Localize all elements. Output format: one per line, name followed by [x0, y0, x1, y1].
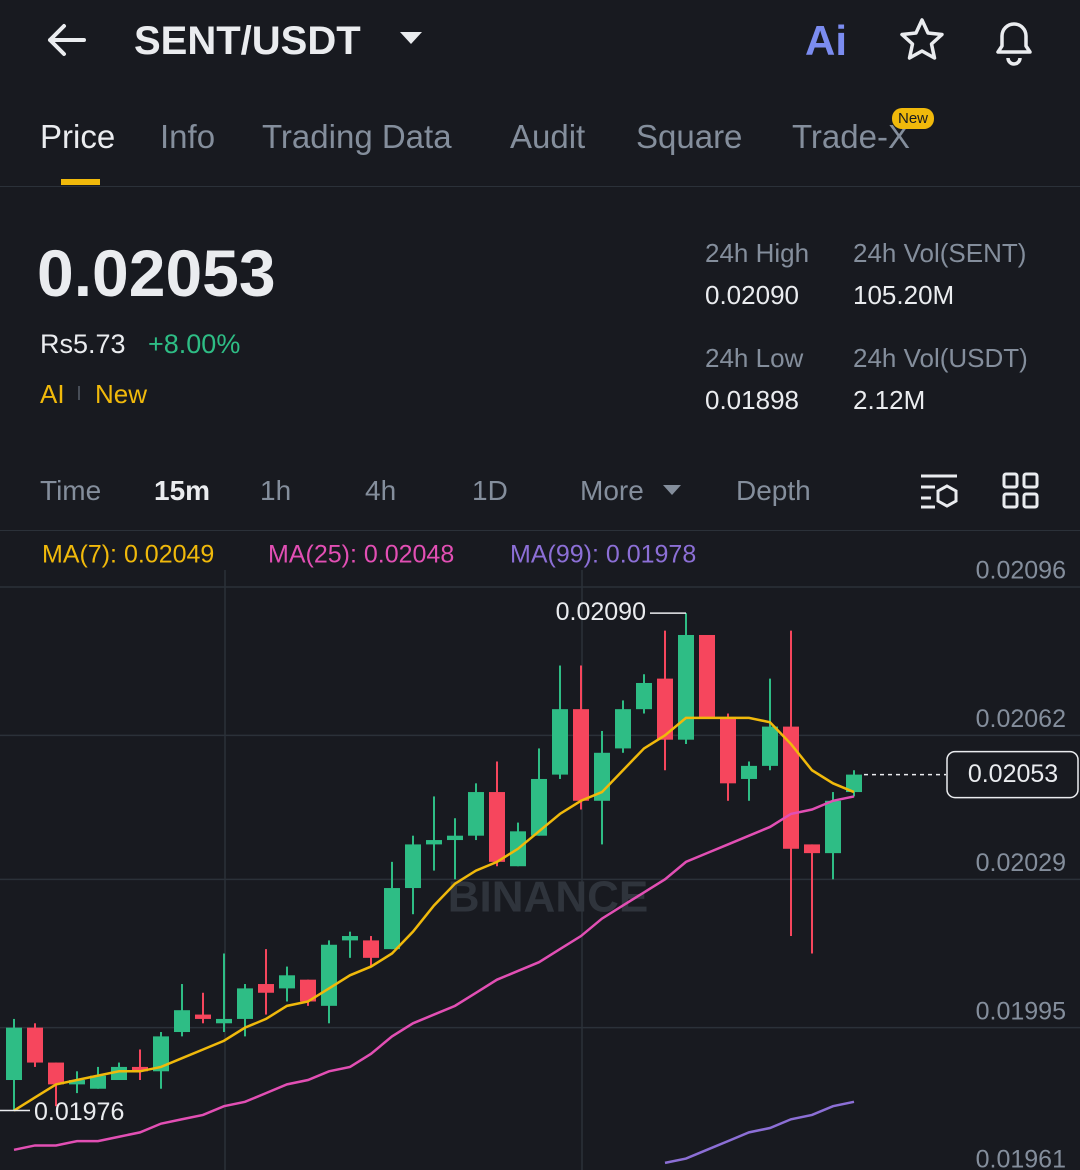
candle-body [657, 678, 673, 740]
ai-icon[interactable]: Ai [805, 17, 847, 64]
candle-body [384, 888, 400, 950]
candle-body [153, 1036, 169, 1072]
candle-body [195, 1014, 211, 1019]
back-button[interactable] [44, 22, 88, 58]
interval[interactable]: Depth [736, 475, 811, 506]
tab[interactable]: Price [40, 118, 116, 155]
candle-body [825, 800, 841, 854]
candle-body [531, 778, 547, 836]
candle-body [636, 682, 652, 710]
pair-dropdown[interactable] [398, 30, 424, 46]
candle-body [90, 1075, 106, 1089]
tab[interactable]: Trade-X [792, 118, 910, 155]
candle-body [405, 844, 421, 889]
last-price-label: 0.02053 [968, 760, 1058, 788]
candle-body [447, 835, 463, 841]
candle-body [6, 1027, 22, 1081]
candle-body [258, 984, 274, 993]
candle-body [489, 792, 505, 862]
stat-value: 2.12M [853, 385, 926, 415]
legend-entry: MA(99): 0.01978 [510, 541, 696, 569]
candle-body [804, 844, 820, 854]
candle-body [468, 792, 484, 836]
candle-body [615, 709, 631, 749]
pair-title[interactable]: SENT/USDT [134, 19, 361, 63]
y-tick-label: 0.01961 [976, 1146, 1066, 1170]
chart: BINANCE 0.02096 0.02062 0.02029 0.01995 0.01… [0, 541, 1080, 1170]
candle-body [573, 709, 589, 801]
last-price-box [946, 750, 1079, 799]
star-icon[interactable] [898, 16, 946, 64]
tab-underline [61, 179, 100, 185]
candle-body [720, 717, 736, 784]
bell-icon[interactable] [990, 14, 1038, 66]
watermark: BINANCE [448, 873, 648, 922]
tab[interactable]: Trading Data [262, 118, 452, 155]
tab[interactable]: Audit [510, 118, 586, 155]
ma-line [13, 795, 855, 1152]
price-change: +8.00% [148, 329, 241, 359]
candle-body [27, 1027, 43, 1063]
candle-body [699, 634, 715, 718]
candle-body [552, 709, 568, 775]
interval[interactable]: 1h [260, 475, 292, 506]
tab[interactable]: Info [160, 118, 216, 155]
ma-line [13, 716, 855, 1112]
interval[interactable]: Time [40, 475, 102, 506]
y-tick-label: 0.02096 [976, 557, 1066, 585]
stat-label: 24h Low [705, 343, 804, 373]
candle-body [69, 1080, 85, 1085]
separator [78, 386, 80, 400]
interval[interactable]: More [580, 475, 644, 506]
candle-body [300, 979, 316, 1002]
stat-value: 0.01898 [705, 385, 799, 415]
candle-body [279, 975, 295, 989]
candle-body [216, 1018, 232, 1024]
interval[interactable]: 4h [365, 475, 397, 506]
y-tick-label: 0.02062 [976, 705, 1066, 733]
candle-body [762, 726, 778, 766]
stat-value: 105.20M [853, 280, 955, 310]
tab[interactable]: Square [636, 118, 743, 155]
interval[interactable]: 15m [154, 475, 211, 506]
y-tick-label: 0.02029 [976, 849, 1066, 877]
y-tick-label: 0.01995 [976, 997, 1066, 1025]
candle-body [363, 940, 379, 958]
low-label: 0.01976 [34, 1098, 124, 1126]
candle-body [426, 840, 442, 845]
stat-value: 0.02090 [705, 280, 799, 310]
candle-body [48, 1062, 64, 1085]
ai-new[interactable]: New [95, 379, 148, 409]
more-dropdown[interactable] [662, 484, 682, 496]
legend-entry: MA(25): 0.02048 [268, 541, 454, 569]
new-badge: New [892, 108, 935, 129]
divider [0, 530, 1080, 531]
high-label: 0.02090 [556, 598, 646, 626]
candle-body [237, 988, 253, 1019]
candle-body [678, 634, 694, 740]
candle-body [342, 936, 358, 941]
last-price: 0.02053 [37, 236, 276, 310]
candle-body [321, 944, 337, 1006]
candle-body [132, 1066, 148, 1072]
candle-body [846, 774, 862, 793]
stat-label: 24h High [705, 238, 810, 268]
ma-line [664, 1100, 855, 1165]
divider [0, 186, 1080, 187]
interval[interactable]: 1D [472, 475, 508, 506]
candle-body [783, 726, 799, 849]
candle-body [741, 765, 757, 779]
stat-label: 24h Vol(USDT) [853, 343, 1028, 373]
ai-tag[interactable]: AI [40, 379, 65, 409]
stat-label: 24h Vol(SENT) [853, 238, 1027, 268]
layout-icon[interactable] [1002, 472, 1040, 510]
local-price: Rs5.73 [40, 329, 126, 359]
legend-entry: MA(7): 0.02049 [42, 541, 214, 569]
indicator-icon[interactable] [918, 472, 960, 510]
candle-body [174, 1010, 190, 1033]
